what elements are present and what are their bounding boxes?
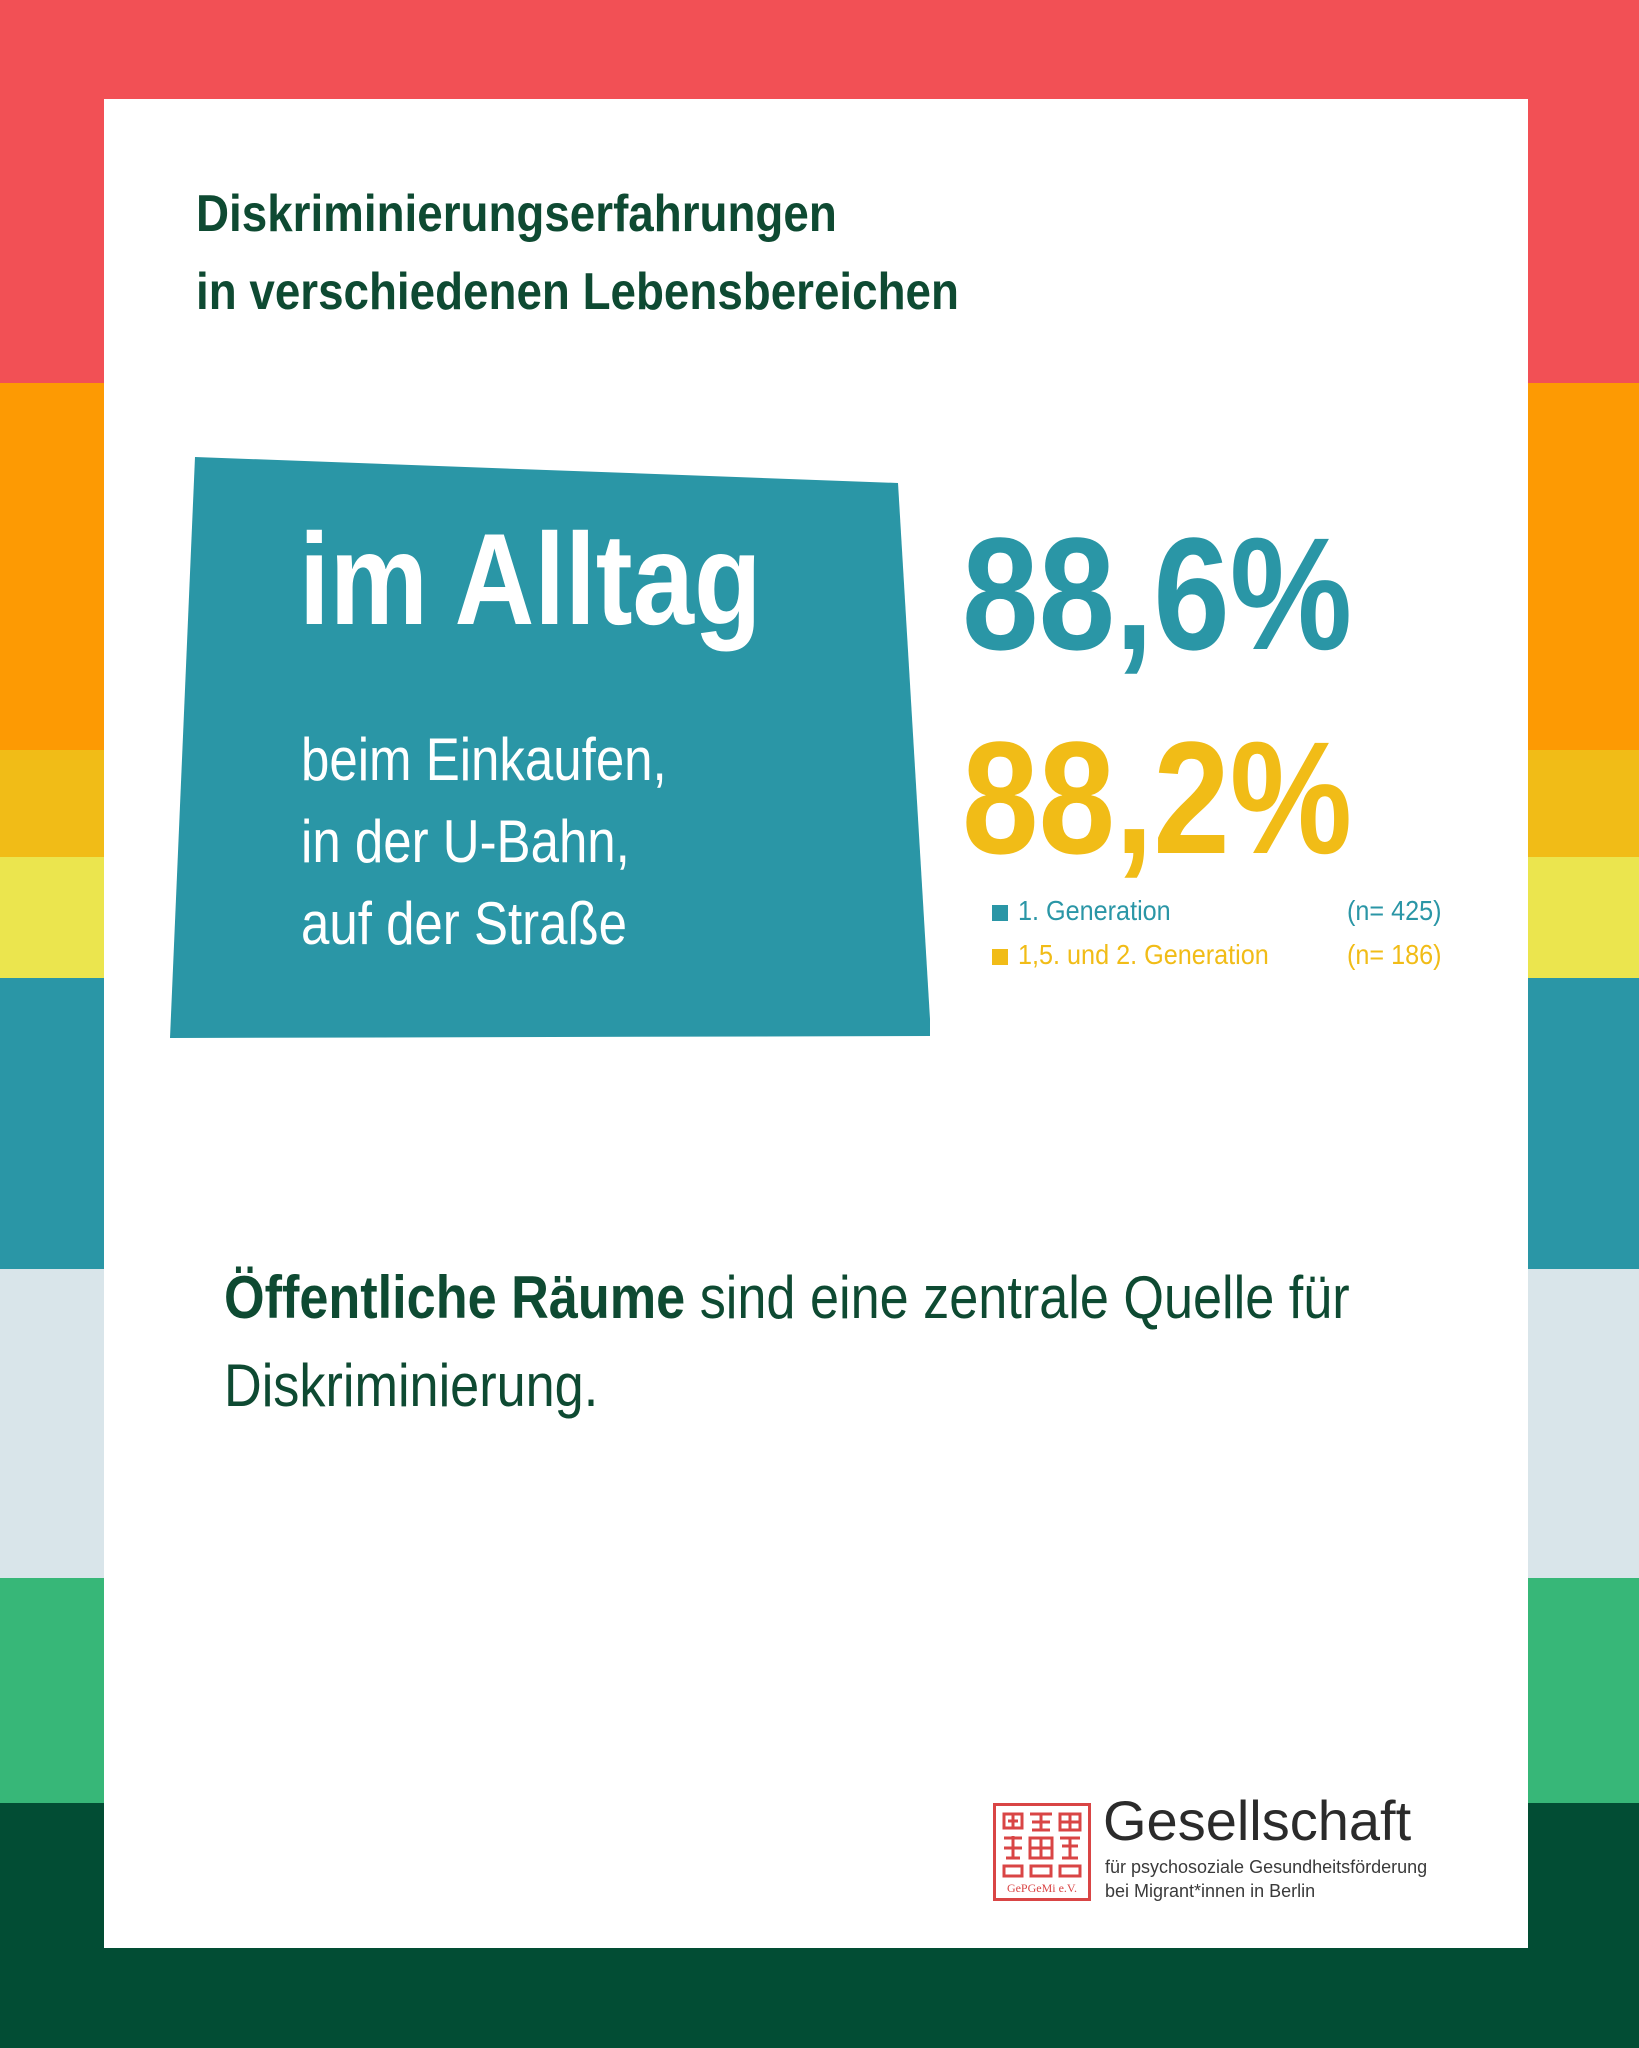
title-line-1: Diskriminierungserfahrungen <box>196 185 837 243</box>
content-card: Diskriminierungserfahrungen in verschied… <box>104 99 1528 1948</box>
svg-text:GePGeMi e.V.: GePGeMi e.V. <box>1007 1881 1077 1895</box>
title-line-2: in verschiedenen Lebensbereichen <box>196 263 959 321</box>
category-panel-shape <box>170 457 930 1038</box>
seal-icon: GePGeMi e.V. <box>1002 1812 1082 1895</box>
legend-item-first-generation: 1. Generation (n= 425) <box>992 889 1472 933</box>
legend-item-second-generation: 1,5. und 2. Generation (n= 186) <box>992 933 1472 977</box>
logo-subtitle: für psychosoziale Gesundheitsförderung b… <box>1105 1855 1427 1903</box>
place-item: in der U-Bahn, <box>301 808 630 875</box>
legend-swatch-gold <box>992 949 1008 965</box>
legend-sample-size: (n= 425) <box>1347 895 1442 926</box>
legend-label: 1,5. und 2. Generation <box>1018 939 1269 970</box>
category-places: beim Einkaufen, in der U-Bahn, auf der S… <box>301 719 667 965</box>
category-panel <box>170 457 930 1038</box>
logo-subtitle-line-1: für psychosoziale Gesundheitsförderung <box>1105 1857 1428 1877</box>
legend-label: 1. Generation <box>1018 895 1171 926</box>
legend: 1. Generation (n= 425) 1,5. und 2. Gener… <box>992 889 1472 977</box>
logo-subtitle-line-2: bei Migrant*innen in Berlin <box>1105 1881 1316 1901</box>
stat-second-generation: 88,2% <box>962 708 1353 887</box>
stat-first-generation: 88,6% <box>962 504 1353 683</box>
statement-emphasis: Öffentliche Räume <box>224 1264 686 1331</box>
page-title: Diskriminierungserfahrungen in verschied… <box>196 175 959 331</box>
statement-text: sind eine zentrale Quelle für Diskrimini… <box>224 1264 1350 1419</box>
place-item: beim Einkaufen, <box>301 726 667 793</box>
key-statement: Öffentliche Räume sind eine zentrale Que… <box>224 1254 1355 1430</box>
legend-sample-size: (n= 186) <box>1347 939 1442 970</box>
place-item: auf der Straße <box>301 890 628 957</box>
category-title: im Alltag <box>299 506 762 652</box>
seal-logo: GePGeMi e.V. <box>993 1803 1091 1901</box>
legend-swatch-teal <box>992 905 1008 921</box>
logo-name: Gesellschaft <box>1103 1789 1412 1852</box>
